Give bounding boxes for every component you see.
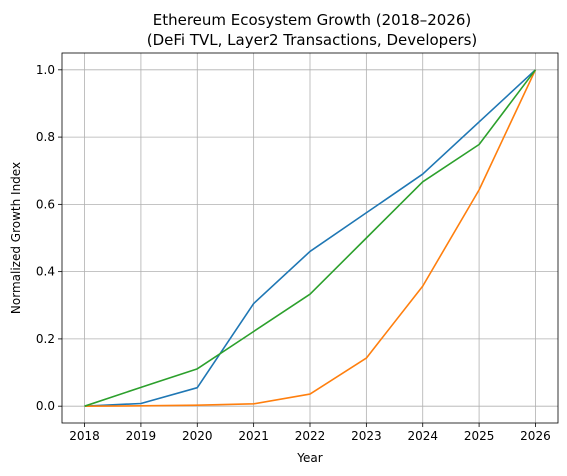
y-tick-label: 0.2 — [36, 332, 55, 346]
y-tick-label: 0.6 — [36, 197, 55, 211]
x-tick-label: 2018 — [69, 429, 100, 443]
y-tick-label: 0.0 — [36, 399, 55, 413]
x-tick-label: 2025 — [464, 429, 495, 443]
series-line-3 — [84, 69, 537, 407]
grid — [62, 53, 558, 423]
series-line-1 — [84, 69, 536, 407]
x-tick-label: 2024 — [407, 429, 438, 443]
x-tick-label: 2023 — [351, 429, 382, 443]
y-tick-label: 1.0 — [36, 63, 55, 77]
series-lines — [84, 69, 537, 407]
chart-title-line-1: Ethereum Ecosystem Growth (2018–2026) — [153, 11, 472, 29]
y-axis-ticks: 0.0 0.2 0.4 0.6 0.8 1.0 — [36, 63, 62, 413]
x-tick-label: 2026 — [520, 429, 551, 443]
chart-title-line-2: (DeFi TVL, Layer2 Transactions, Develope… — [147, 31, 478, 49]
y-tick-label: 0.4 — [36, 265, 55, 279]
x-tick-label: 2021 — [238, 429, 269, 443]
x-tick-label: 2020 — [182, 429, 213, 443]
x-axis-label: Year — [296, 451, 322, 465]
x-axis-ticks: 2018 2019 2020 2021 2022 2023 2024 2025 2026 — [69, 423, 551, 443]
x-tick-label: 2019 — [126, 429, 157, 443]
series-line-2 — [84, 69, 537, 407]
x-tick-label: 2022 — [295, 429, 326, 443]
y-axis-label: Normalized Growth Index — [9, 162, 23, 314]
y-tick-label: 0.8 — [36, 130, 55, 144]
